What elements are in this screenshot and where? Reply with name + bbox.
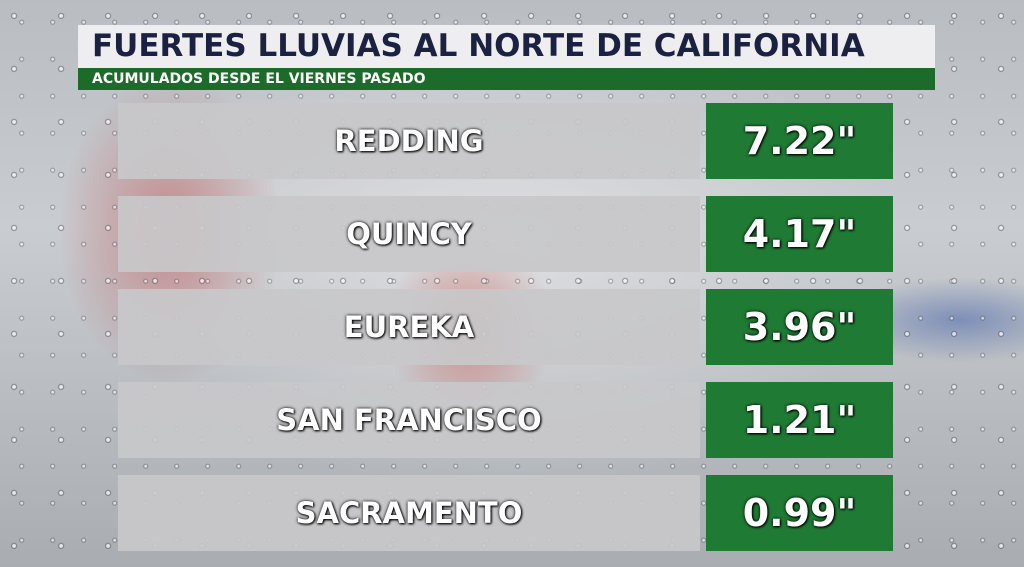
table-row: REDDING 7.22"	[118, 103, 893, 179]
table-row: SAN FRANCISCO 1.21"	[118, 382, 893, 458]
title: FUERTES LLUVIAS AL NORTE DE CALIFORNIA	[78, 25, 935, 68]
table-row: SACRAMENTO 0.99"	[118, 475, 893, 551]
value-cell: 4.17"	[706, 196, 893, 272]
value-cell: 1.21"	[706, 382, 893, 458]
value-cell: 3.96"	[706, 289, 893, 365]
value-cell: 0.99"	[706, 475, 893, 551]
table-row: QUINCY 4.17"	[118, 196, 893, 272]
value-cell: 7.22"	[706, 103, 893, 179]
city-cell: SACRAMENTO	[118, 475, 700, 551]
table-row: EUREKA 3.96"	[118, 289, 893, 365]
city-cell: SAN FRANCISCO	[118, 382, 700, 458]
city-cell: QUINCY	[118, 196, 700, 272]
city-cell: EUREKA	[118, 289, 700, 365]
subtitle: ACUMULADOS DESDE EL VIERNES PASADO	[78, 68, 935, 90]
city-cell: REDDING	[118, 103, 700, 179]
